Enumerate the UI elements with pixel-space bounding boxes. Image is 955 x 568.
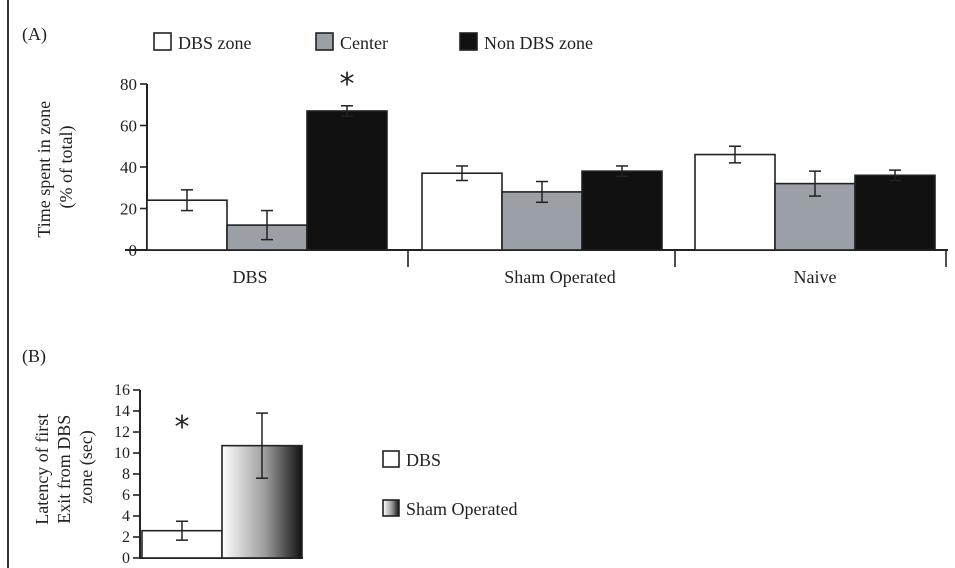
panel-b-y-tick-label: 10: [114, 445, 130, 462]
panel-a-y-axis-label-line2: (% of total): [56, 126, 77, 209]
panel-b-y-tick-label: 12: [114, 424, 130, 441]
panel-a-bar-dbs-zone: [421, 172, 503, 251]
panel-b-significance-star: *: [175, 410, 190, 445]
panel-a-legend-swatch: [315, 32, 334, 51]
panel-a-y-axis-label-line1: Time spent in zone: [34, 101, 54, 238]
panel-a-significance-star: *: [340, 67, 355, 102]
panel-a-category-label: Naive: [794, 267, 837, 287]
panel-b-y-tick-label: 14: [114, 403, 130, 420]
panel-b-y-axis-label-line1: Latency of first: [32, 414, 52, 525]
panel-b-y-tick-label: 2: [122, 529, 130, 546]
panel-a-legend-label: Non DBS zone: [484, 33, 593, 53]
panel-a-category-label: DBS: [232, 267, 267, 287]
panel-a-y-tick-label: 20: [120, 200, 137, 219]
panel-a-legend: DBS zone Center Non DBS zone: [153, 32, 593, 53]
panel-a-y-tick-label: 60: [120, 117, 137, 136]
panel-b-y-tick-label: 6: [122, 487, 130, 504]
panel-b: (B) Latency of first Exit from DBS zone …: [22, 346, 517, 567]
panel-b-legend-label: DBS: [406, 450, 441, 470]
panel-b-y-tick-label: 4: [122, 508, 130, 525]
panel-b-bars: *: [141, 410, 303, 559]
panel-a-legend-label: DBS zone: [178, 33, 252, 53]
panel-a-y-tick-label: 80: [120, 75, 137, 94]
panel-b-legend: DBS Sham Operated: [382, 450, 517, 519]
panel-b-y-tick-label: 8: [122, 466, 130, 483]
panel-a-bar-non-dbs-zone: [854, 174, 936, 251]
panel-a-category-label: Sham Operated: [504, 267, 615, 287]
panel-b-y-axis-label: Latency of first Exit from DBS zone (sec…: [32, 409, 97, 524]
panel-a: (A) DBS zone Center Non DBS zone Time spen…: [22, 24, 948, 287]
panel-a-bars: *: [146, 67, 936, 251]
panel-a-legend-swatch: [153, 32, 172, 51]
panel-b-legend-swatch: [382, 499, 400, 517]
panel-b-legend-label: Sham Operated: [406, 499, 517, 519]
panel-b-y-axis-label-line2: Exit from DBS: [54, 415, 74, 524]
panel-b-label: (B): [22, 346, 46, 367]
panel-a-bar-non-dbs-zone: [581, 170, 663, 251]
panel-a-legend-swatch: [459, 32, 478, 51]
panel-a-y-tick-label: 40: [120, 158, 137, 177]
panel-a-y-tick-label: 0: [129, 241, 138, 260]
panel-b-y-tick-label: 16: [114, 382, 130, 399]
panel-a-label: (A): [22, 24, 47, 45]
panel-a-bar-dbs-zone: [694, 153, 776, 251]
panel-a-category-labels: DBS Sham Operated Naive: [232, 267, 836, 287]
panel-b-y-axis-label-line3: zone (sec): [76, 430, 97, 503]
panel-a-y-axis-label: Time spent in zone (% of total): [34, 96, 77, 237]
panel-b-y-tick-label: 0: [122, 550, 130, 567]
panel-a-bar-non-dbs-zone: [306, 110, 388, 251]
panel-b-legend-swatch: [382, 450, 400, 468]
panel-a-legend-label: Center: [340, 33, 388, 53]
panel-a-bar-center: [774, 182, 856, 251]
